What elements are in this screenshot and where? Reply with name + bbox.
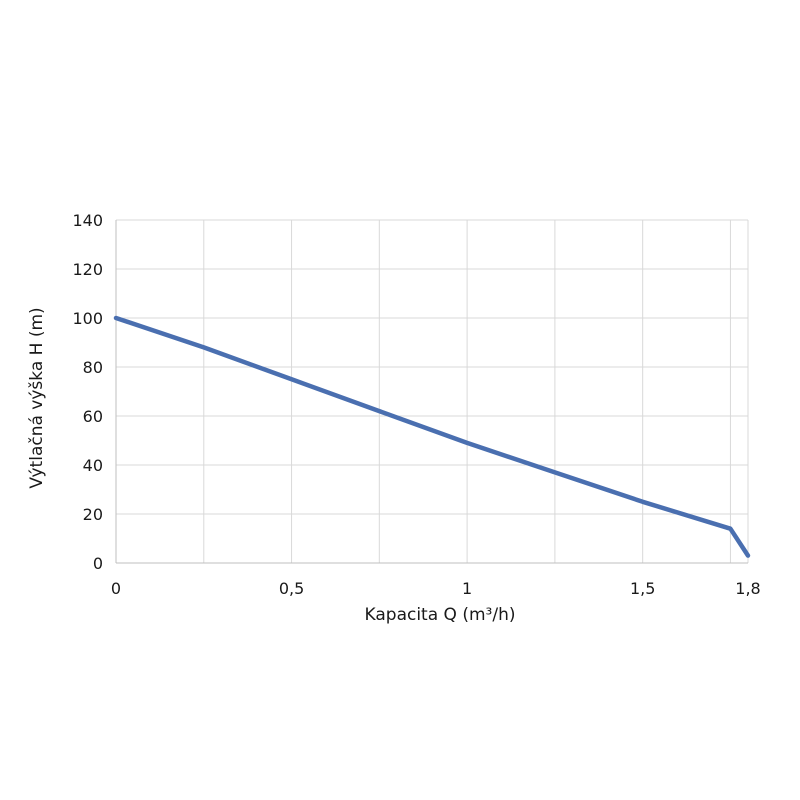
y-tick-label: 140 xyxy=(72,211,103,230)
axes xyxy=(115,220,748,564)
y-tick-label: 20 xyxy=(83,505,103,524)
x-axis-title: Kapacita Q (m³/h) xyxy=(365,605,516,625)
series-line-0 xyxy=(113,315,751,558)
x-tick-label: 1 xyxy=(462,579,472,598)
y-tick-label: 80 xyxy=(83,358,103,377)
y-tick-label: 0 xyxy=(93,554,103,573)
y-tick-label: 100 xyxy=(72,309,103,328)
y-tick-labels: 0 20 40 60 80 100 120 140 xyxy=(72,211,103,573)
x-tick-label: 0,5 xyxy=(279,579,304,598)
grid xyxy=(116,219,749,563)
x-tick-label: 0 xyxy=(111,579,121,598)
series-group xyxy=(113,315,751,558)
y-axis-title: Výtlačná výška H (m) xyxy=(27,307,47,488)
x-tick-labels: 0 0,5 1 1,5 1,8 xyxy=(111,579,761,598)
y-tick-label: 120 xyxy=(72,260,103,279)
y-tick-label: 60 xyxy=(83,407,103,426)
y-tick-label: 40 xyxy=(83,456,103,475)
x-tick-label: 1,5 xyxy=(630,579,655,598)
x-tick-label: 1,8 xyxy=(735,579,760,598)
